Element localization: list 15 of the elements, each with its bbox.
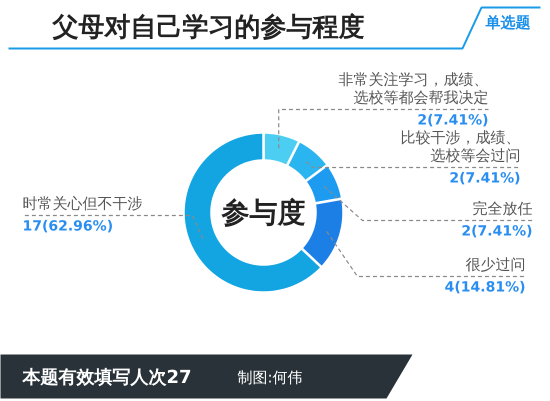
slice-label: 比较干涉，成绩、选校等会过问: [400, 128, 520, 164]
text: 参与度: [220, 196, 306, 229]
chart-title: 父母对自己学习的参与程度: [52, 12, 364, 42]
slice-label: 很少过问: [466, 256, 526, 274]
data-label: 2(7.41%): [417, 112, 488, 128]
data-label: 4(14.81%): [444, 280, 526, 296]
chart-subtitle: 单选题: [484, 14, 530, 32]
text: 本题有效填写人次27: [22, 367, 192, 388]
slice-label: 完全放任: [472, 200, 532, 218]
data-label: 17(62.96%): [22, 218, 114, 234]
data-label: 2(7.41%): [449, 170, 520, 186]
slice-label: 时常关心但不干涉: [22, 194, 142, 212]
data-label: 2(7.41%): [461, 224, 532, 240]
text: 制图:何伟: [238, 368, 303, 386]
slice-label: 非常关注学习，成绩、选校等都会帮我决定: [338, 70, 488, 106]
